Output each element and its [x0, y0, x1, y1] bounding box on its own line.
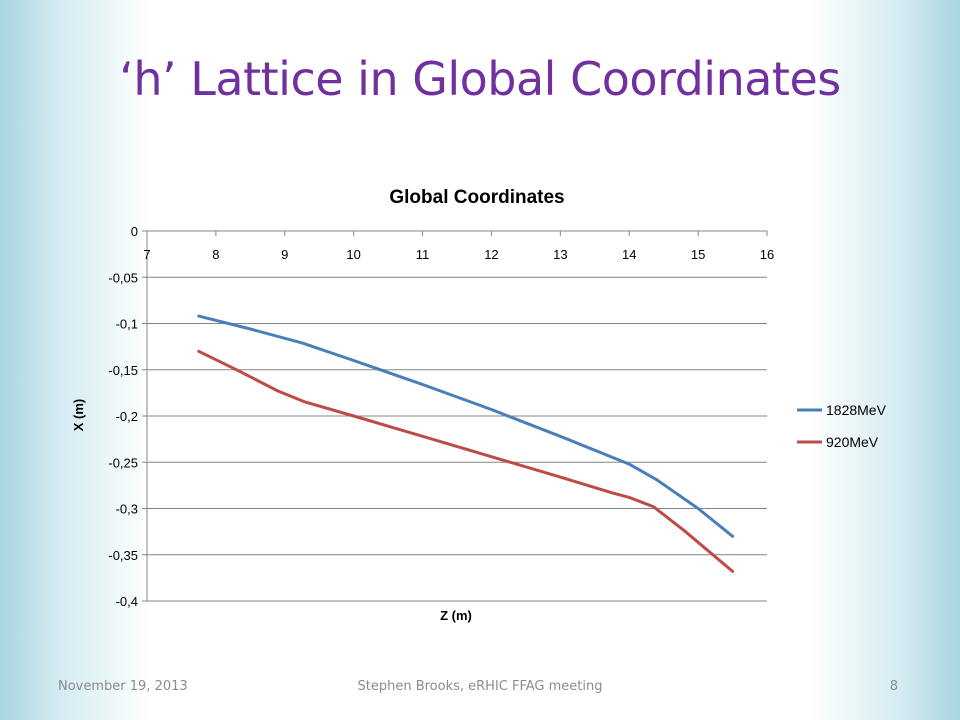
y-tick-label: -0,35 — [108, 548, 138, 563]
series-line-1828MeV — [197, 314, 735, 538]
y-tick-label: -0,25 — [108, 455, 138, 470]
x-tick-label: 12 — [484, 247, 498, 262]
x-axis-ticks: 7 8 9 10 11 12 13 14 15 16 — [143, 231, 774, 262]
x-tick-label: 10 — [346, 247, 360, 262]
y-tick-label: -0,05 — [108, 270, 138, 285]
y-axis-ticks: 0 -0,05 -0,1 -0,15 -0,2 -0,25 -0,3 -0,35 -0,4 — [108, 224, 147, 609]
y-tick-label: -0,15 — [108, 363, 138, 378]
slide-title: ‘h’ Lattice in Global Coordinates — [119, 52, 841, 106]
x-tick-label: 11 — [416, 247, 430, 262]
x-tick-label: 13 — [553, 247, 567, 262]
series-line-920MeV — [197, 349, 735, 573]
x-tick-label: 14 — [622, 247, 636, 262]
x-tick-label: 15 — [691, 247, 705, 262]
footer-date: November 19, 2013 — [58, 679, 188, 694]
y-tick-label: -0,4 — [116, 594, 138, 609]
footer-presenter: Stephen Brooks, eRHIC FFAG meeting — [357, 679, 603, 694]
page-number: 8 — [889, 679, 898, 694]
legend-label: 920MeV — [826, 434, 879, 450]
y-axis-label: X (m) — [71, 399, 86, 432]
legend-label: 1828MeV — [826, 402, 887, 418]
x-tick-label: 9 — [281, 247, 288, 262]
x-axis-label: Z (m) — [440, 608, 472, 623]
x-tick-label: 7 — [143, 247, 150, 262]
chart-title: Global Coordinates — [389, 187, 564, 208]
y-tick-label: -0,1 — [116, 317, 138, 332]
y-tick-label: -0,3 — [116, 502, 138, 517]
gridlines — [146, 230, 767, 602]
x-tick-label: 16 — [760, 247, 774, 262]
series-lines — [197, 314, 735, 573]
x-tick-label: 8 — [212, 247, 219, 262]
chart-legend: 1828MeV 920MeV — [797, 402, 887, 450]
y-tick-label: -0,2 — [116, 409, 138, 424]
y-tick-label: 0 — [131, 224, 138, 239]
